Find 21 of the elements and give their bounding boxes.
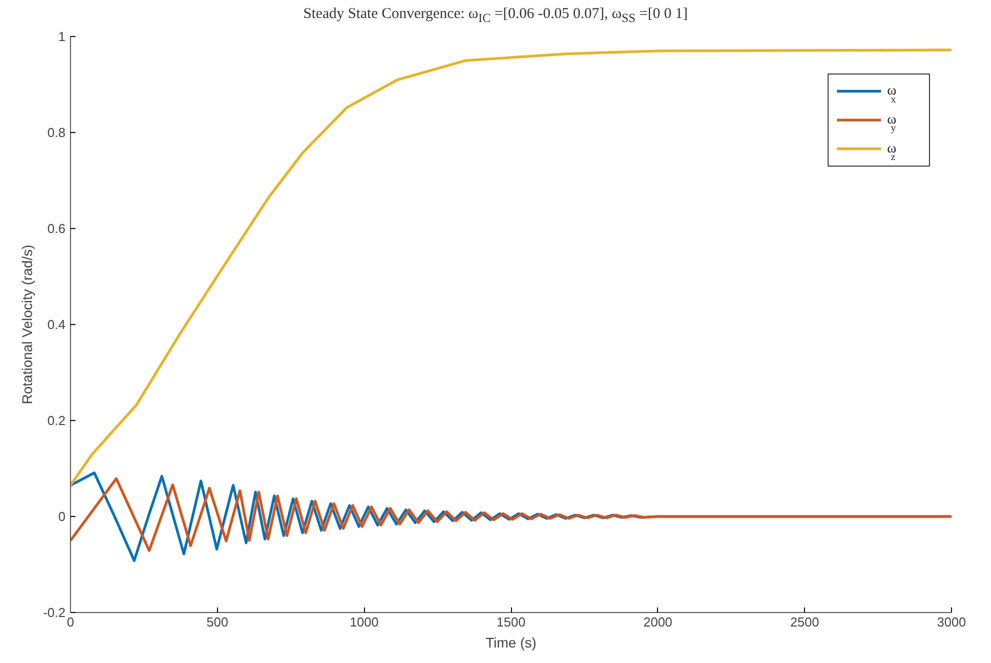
legend-label: ωx: [887, 84, 896, 106]
x-tick-label: 500: [206, 614, 228, 630]
x-axis-title: Time (s): [486, 634, 536, 650]
legend-label: ωz: [887, 141, 896, 163]
y-axis-title: Rotational Velocity (rad/s): [19, 244, 36, 404]
y-tick-label: 0: [58, 509, 66, 524]
line-series: [70, 48, 952, 487]
x-tick-label: 3000: [937, 614, 966, 630]
y-tick-label: 0.4: [47, 317, 66, 332]
chart-title: Steady State Convergence: ω$_{IC}$ =[0.06 -0.05 0.07], ω$_{SS}$ =[0 0 1]: [302, 5, 689, 27]
x-tick-label: 2500: [790, 614, 820, 630]
x-tick-label: 2000: [643, 614, 672, 630]
y-tick-label: 1: [58, 29, 66, 44]
x-tick-label: 1500: [496, 614, 526, 630]
x-tick-label: 1000: [350, 614, 379, 630]
legend-label: ωy: [887, 112, 896, 134]
y-tick-label: 0.6: [47, 221, 66, 236]
y-tick-label: 0.2: [47, 413, 66, 428]
y-tick-label: -0.2: [43, 605, 66, 620]
y-tick-label: 0.8: [47, 125, 66, 140]
line-series: [70, 477, 952, 552]
